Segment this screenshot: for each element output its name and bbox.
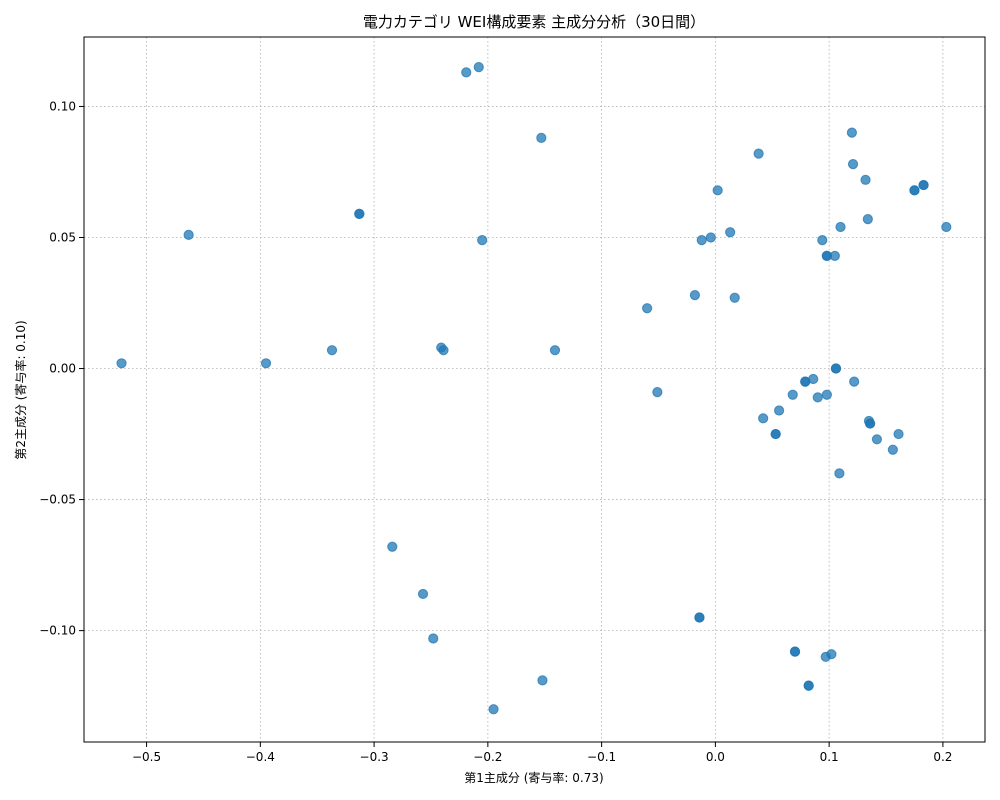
data-point <box>835 221 846 233</box>
data-point <box>354 208 365 220</box>
data-point <box>712 185 723 196</box>
x-axis-label: 第1主成分 (寄与率: 0.73) <box>464 770 603 785</box>
x-tick-label: −0.4 <box>246 750 275 764</box>
chart-title: 電力カテゴリ WEI構成要素 主成分分析（30日間） <box>363 13 705 31</box>
data-point <box>729 292 740 303</box>
x-tick-label: −0.2 <box>473 750 502 764</box>
data-point <box>642 303 653 314</box>
data-point <box>847 159 859 170</box>
data-point <box>826 649 837 660</box>
data-point <box>830 363 842 374</box>
data-point <box>183 229 194 240</box>
data-point <box>461 67 472 78</box>
data-point <box>689 290 701 301</box>
plot-area-frame <box>83 36 986 743</box>
y-axis-ticks: −0.10 −0.05 0.00 0.05 0.10 <box>39 99 84 638</box>
data-point <box>326 345 338 356</box>
x-tick-label: −0.1 <box>587 750 616 764</box>
data-point <box>387 541 398 552</box>
x-axis-ticks: −0.5 −0.4 −0.3 −0.2 −0.1 0.0 0.1 0.2 <box>132 742 952 764</box>
data-point <box>846 127 857 138</box>
data-point <box>417 588 429 600</box>
data-point <box>941 221 952 233</box>
data-point <box>803 680 814 691</box>
data-point <box>488 704 499 715</box>
data-point <box>705 232 716 243</box>
data-point <box>549 345 561 356</box>
grid-lines <box>84 37 985 742</box>
y-tick-label: 0.00 <box>49 362 76 376</box>
data-point <box>696 235 707 246</box>
data-point <box>536 132 547 144</box>
data-point <box>887 444 898 455</box>
data-point <box>477 235 488 246</box>
data-point <box>652 387 663 398</box>
y-tick-label: −0.10 <box>39 624 76 638</box>
data-point <box>864 418 876 429</box>
data-points <box>116 62 952 715</box>
data-point <box>694 612 705 623</box>
data-point <box>871 434 883 445</box>
data-point <box>787 389 798 400</box>
data-point <box>770 428 781 440</box>
x-tick-label: −0.5 <box>132 750 161 764</box>
data-point <box>812 392 823 403</box>
data-point <box>808 373 819 385</box>
data-point <box>428 633 439 644</box>
data-point <box>862 214 873 225</box>
y-tick-label: 0.05 <box>49 230 76 244</box>
data-point <box>537 675 548 686</box>
data-point <box>438 345 449 356</box>
data-point <box>725 227 736 238</box>
y-axis-label: 第2主成分 (寄与率: 0.10) <box>13 320 28 459</box>
data-point <box>821 389 832 400</box>
data-point <box>789 646 801 657</box>
x-tick-label: 0.2 <box>933 750 952 764</box>
data-point <box>849 376 860 387</box>
data-point <box>909 185 920 196</box>
x-tick-label: 0.0 <box>706 750 725 764</box>
x-tick-label: 0.1 <box>820 750 839 764</box>
data-point <box>116 358 127 369</box>
data-point <box>834 468 845 479</box>
x-tick-label: −0.3 <box>360 750 389 764</box>
data-point <box>753 148 764 159</box>
data-point <box>473 62 484 73</box>
data-point <box>260 358 272 369</box>
data-point <box>860 174 871 185</box>
data-point <box>918 179 929 191</box>
y-tick-label: 0.10 <box>49 99 76 113</box>
data-point <box>773 405 785 416</box>
data-point <box>893 428 904 440</box>
data-point <box>758 413 769 424</box>
data-point <box>817 235 828 246</box>
data-point <box>829 250 840 261</box>
y-tick-label: −0.05 <box>39 493 76 507</box>
